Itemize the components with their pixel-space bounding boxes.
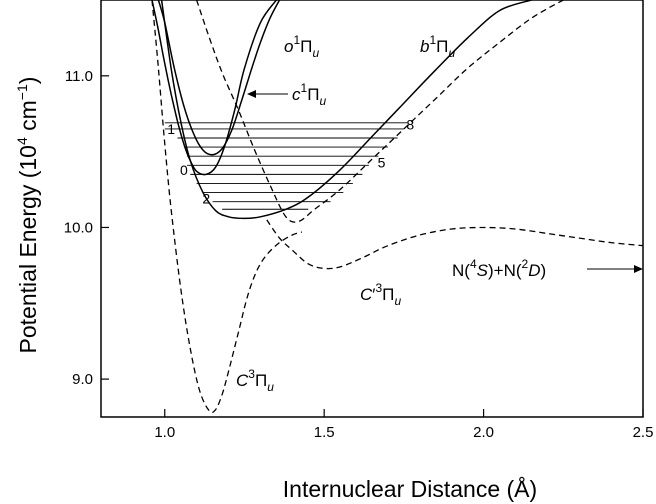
arrow-asymptote (587, 265, 643, 273)
vibrational-number-label: 5 (378, 154, 386, 170)
vibrational-number-label: 0 (180, 162, 188, 178)
curve-5 (157, 0, 281, 156)
y-tick-label: 9.0 (72, 371, 93, 388)
label-asymptote: N(4S)+N(2D) (452, 257, 546, 280)
label-b1Pu: b1Πu (420, 33, 455, 60)
y-tick-label: 10.0 (64, 219, 93, 236)
plot-frame (100, 0, 644, 418)
curve-2 (195, 0, 564, 223)
vibrational-levels-layer (164, 122, 408, 210)
x-axis-label: Internuclear Distance (Å) (283, 475, 537, 502)
curve-4 (151, 0, 278, 176)
curves-layer (151, 0, 644, 414)
vibrational-number-label: 2 (202, 191, 210, 207)
label-c1Pu: c1Πu (292, 81, 326, 108)
arrow-c1Pu (247, 90, 288, 98)
x-tick-label: 1.5 (314, 424, 335, 441)
curve-1 (266, 219, 644, 270)
x-tick-label: 2.5 (633, 424, 654, 441)
vibrational-labels-layer: 1 02 8 5 (167, 116, 414, 206)
label-o1Pu: o1Πu (284, 33, 319, 60)
label-Cp3Pu: C′3Πu (360, 281, 401, 308)
y-axis-label: Potential Energy (104 cm−1) (14, 77, 41, 354)
x-tick-label: 2.0 (473, 424, 494, 441)
label-C3Pu: C3Πu (236, 367, 274, 394)
ticks-layer: 1.0 1.5 2.0 2.5 9.0 10.0 11.0 (64, 68, 654, 441)
curve-3 (160, 0, 532, 220)
y-tick-label: 11.0 (65, 68, 93, 85)
vibrational-number-label: 1 (167, 121, 175, 137)
x-tick-label: 1.0 (154, 424, 175, 441)
vibrational-number-label: 8 (406, 116, 414, 132)
